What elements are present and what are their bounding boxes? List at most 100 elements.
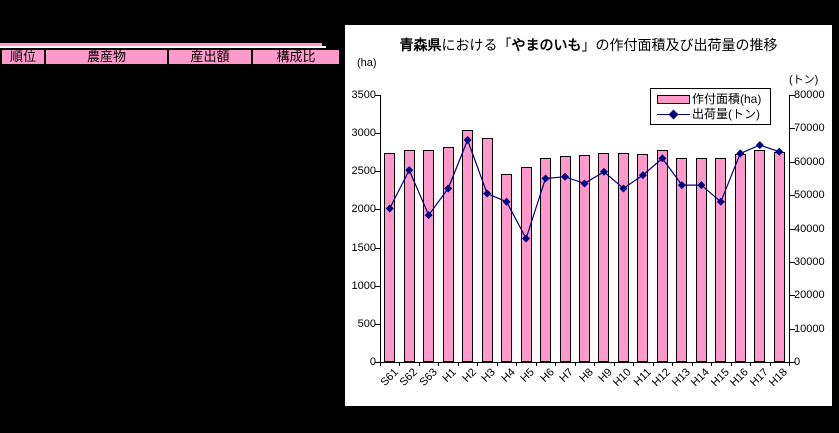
bar xyxy=(501,173,513,362)
line-marker xyxy=(502,197,511,206)
right-axis-tick-label: 40000 xyxy=(794,222,825,235)
line-marker xyxy=(463,136,472,145)
right-axis-tick-label: 30000 xyxy=(794,255,825,268)
right-axis-tick-label: 60000 xyxy=(794,155,825,168)
left-axis-unit-label: (ha) xyxy=(357,57,377,69)
line-marker xyxy=(619,184,628,193)
line-marker xyxy=(385,204,394,213)
x-axis-tick-label: H5 xyxy=(518,366,537,385)
line-marker xyxy=(599,167,608,176)
left-axis-tick-label: 2000 xyxy=(351,203,376,216)
legend-label-shipment: 出荷量(トン) xyxy=(692,107,760,121)
x-axis-tick-label: H10 xyxy=(611,366,635,390)
legend-entry-shipment: 出荷量(トン) xyxy=(657,107,766,122)
line-marker xyxy=(716,197,725,206)
x-axis-tick-label: H11 xyxy=(631,366,654,389)
bar xyxy=(481,138,493,362)
left-axis-tick-label: 3500 xyxy=(351,89,376,101)
x-axis-tick-label: H8 xyxy=(576,366,596,385)
table-header-row: 順位 農産物 産出額 構成比 xyxy=(0,48,341,66)
line-marker xyxy=(424,211,433,220)
chart-title: 青森県における「やまのいも」の作付面積及び出荷量の推移 xyxy=(399,37,778,53)
x-axis-tick-label: H13 xyxy=(669,366,693,390)
legend-bar-swatch-icon xyxy=(657,95,690,104)
legend[interactable]: 作付面積(ha) 出荷量(トン) xyxy=(650,88,771,125)
line-marker xyxy=(677,181,686,190)
line-marker xyxy=(580,179,589,188)
line-marker xyxy=(561,172,570,181)
ranking-table-header: 順位 農産物 産出額 構成比 xyxy=(0,48,341,66)
line-marker xyxy=(444,184,453,193)
x-axis-tick-label: H2 xyxy=(459,366,479,385)
bar xyxy=(540,158,552,362)
x-axis-tick-label: H14 xyxy=(689,366,713,390)
left-axis-line xyxy=(380,95,381,363)
line-marker xyxy=(483,189,492,198)
line-marker xyxy=(697,181,706,190)
x-axis-tick-label: H7 xyxy=(557,366,576,385)
header-cell-output[interactable]: 産出額 xyxy=(167,48,253,66)
legend-label-area: 作付面積(ha) xyxy=(692,92,762,106)
line-marker xyxy=(755,141,764,150)
bar xyxy=(637,153,649,362)
right-axis-tick-label: 0 xyxy=(794,356,801,368)
bar xyxy=(520,166,532,362)
x-axis-tick-label: S63 xyxy=(417,366,440,389)
right-axis-tick-label: 50000 xyxy=(794,189,825,202)
line-marker xyxy=(522,234,531,243)
right-axis-tick-label: 10000 xyxy=(794,322,825,335)
sheet-gridline xyxy=(0,46,326,48)
bar xyxy=(384,152,396,362)
line-marker xyxy=(775,147,784,156)
x-axis-tick-label: H3 xyxy=(479,366,498,385)
right-axis-tick-label: 70000 xyxy=(794,122,825,135)
x-axis-tick-label: S61 xyxy=(378,366,401,389)
bar xyxy=(617,152,629,362)
legend-entry-area: 作付面積(ha) xyxy=(657,92,766,107)
left-axis-tick-label: 2500 xyxy=(351,165,376,178)
left-axis-tick-label: 1000 xyxy=(351,279,376,292)
right-axis-unit-label: (トン) xyxy=(789,74,819,86)
bar xyxy=(403,149,415,362)
header-cell-share[interactable]: 構成比 xyxy=(251,48,341,66)
x-axis-tick-label: H18 xyxy=(767,366,791,390)
x-axis-tick-label: H6 xyxy=(537,366,557,385)
right-axis-line xyxy=(789,95,790,363)
x-axis-tick-label: S62 xyxy=(397,366,420,389)
line-marker xyxy=(736,149,745,158)
right-axis-tick-label: 20000 xyxy=(794,289,825,302)
bar xyxy=(754,149,766,362)
header-cell-product[interactable]: 農産物 xyxy=(44,48,169,66)
x-axis-tick-label: H15 xyxy=(708,366,732,390)
bar xyxy=(559,156,571,362)
chart-area[interactable]: 青森県における「やまのいも」の作付面積及び出荷量の推移 (ha) (トン) 35… xyxy=(345,25,832,406)
line-marker xyxy=(638,171,647,180)
bar xyxy=(579,154,590,362)
header-cell-rank[interactable]: 順位 xyxy=(0,48,46,66)
line-series xyxy=(385,136,784,243)
right-axis-tick-label: 80000 xyxy=(794,89,825,101)
x-axis-tick-label: H17 xyxy=(747,366,771,390)
bar xyxy=(676,157,688,362)
sheet-row-above-strip xyxy=(0,43,322,46)
bar xyxy=(695,157,707,362)
bar xyxy=(442,146,454,362)
bar xyxy=(656,149,668,362)
bottom-axis-line xyxy=(380,362,790,363)
bar xyxy=(598,152,610,362)
left-axis-tick-label: 500 xyxy=(357,317,376,330)
line-marker xyxy=(405,166,414,175)
x-axis-tick-label: H4 xyxy=(498,366,518,385)
bar xyxy=(462,130,474,362)
bar xyxy=(715,157,727,362)
line-marker xyxy=(658,154,667,163)
line-marker xyxy=(541,174,550,183)
x-axis-tick-label: H1 xyxy=(440,366,459,385)
x-axis-tick-label: H16 xyxy=(728,366,752,390)
x-axis-tick-label: H12 xyxy=(650,366,674,390)
left-axis-tick-label: 3000 xyxy=(351,127,376,140)
bar xyxy=(423,149,435,362)
left-axis-tick-label: 1500 xyxy=(351,241,376,254)
legend-line-swatch-icon xyxy=(657,109,690,120)
